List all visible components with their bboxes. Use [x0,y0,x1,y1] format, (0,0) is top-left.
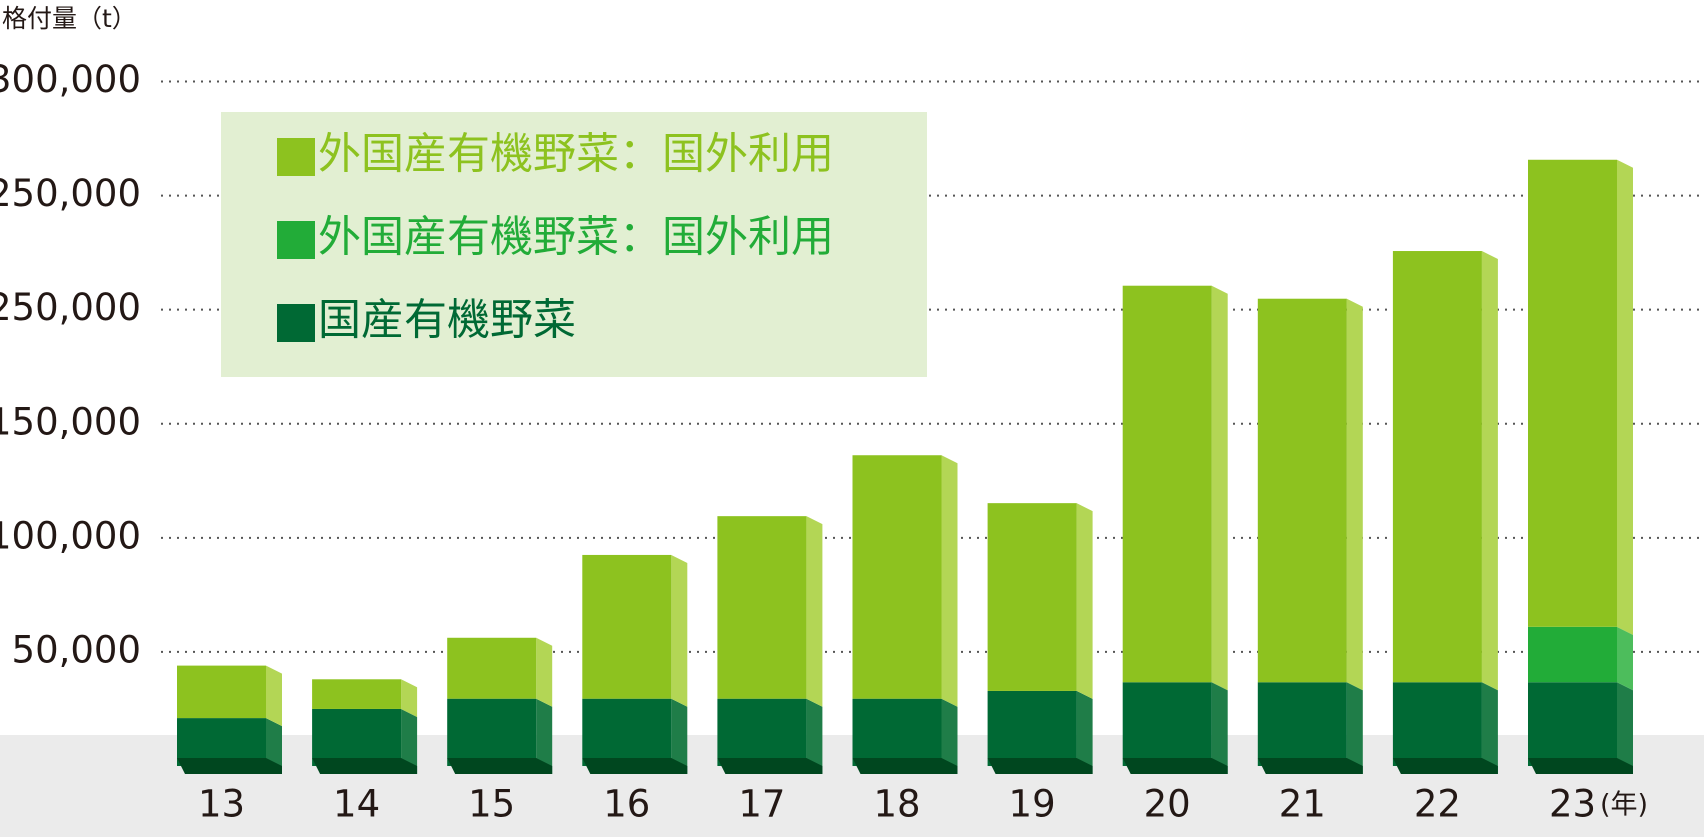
bar-side [1346,298,1363,691]
bar [582,554,672,699]
bar-base [1122,758,1228,774]
legend-box [221,112,927,377]
bar-base [582,758,688,774]
bar-side [1481,682,1498,774]
bar [447,698,537,766]
bar-base [312,758,418,774]
x-tick-label: 20 [1144,783,1191,826]
bar-side [266,665,282,727]
bar [852,455,942,699]
bar-side [1481,251,1498,691]
bar-side [671,698,688,774]
legend-label: 国産有機野菜 [318,296,576,346]
bar-side [1076,690,1093,774]
bar-side [1211,682,1228,774]
bar-base [1528,758,1633,774]
bar-base [852,758,958,774]
legend-label: 外国産有機野菜：国外利用 [318,213,834,263]
x-tick-label: 17 [738,783,785,826]
bar [312,679,402,709]
bar-side [1617,626,1633,691]
y-tick-label: 100,000 [0,514,141,557]
y-tick-label: 50,000 [12,628,141,671]
x-tick-label: 19 [1009,783,1056,826]
bar-side [536,637,553,707]
bar-side [941,698,958,774]
x-tick-label: 16 [603,783,650,826]
bar-side [806,698,823,774]
bar [1257,682,1347,766]
bar [717,698,807,766]
bar [1392,251,1482,683]
x-tick-label: 13 [198,783,245,826]
bar [1528,159,1617,627]
bar-base [717,758,823,774]
bar-side [1346,682,1363,774]
bar-side [671,554,688,707]
bar [312,708,402,766]
bars: 13 14 15 16 17 18 19 20 21 22 23 [177,159,1633,826]
bar-base [447,758,553,774]
bar [987,690,1077,766]
x-tick-label: 14 [333,783,380,826]
bar [852,698,942,766]
bar [1528,626,1617,683]
legend-swatch [277,138,315,176]
bar [1122,285,1212,683]
y-tick-label: 150,000 [0,400,141,443]
bar-side [1617,159,1633,635]
bar-base [177,758,282,774]
x-tick-label: 18 [873,783,920,826]
bar [447,637,537,699]
y-tick-label: 250,000 [0,286,141,329]
bar-side [1211,285,1228,691]
bar-base [987,758,1093,774]
bar [582,698,672,766]
bar-side [401,708,418,774]
y-axis-label: 格付量（t） [2,4,137,33]
bar-side [1617,682,1633,774]
bar-side [806,516,823,707]
x-unit: (年) [1600,790,1648,821]
x-tick-label: 21 [1279,783,1326,826]
x-tick-label: 15 [468,783,515,826]
y-tick-label: 250,000 [0,172,141,215]
bar-side [401,679,418,717]
bar [1257,298,1347,683]
bar [1392,682,1482,766]
bar [717,516,807,699]
bar-base [1392,758,1498,774]
x-tick-label: 23 [1549,783,1596,826]
y-tick-label: 300,000 [0,58,141,101]
bar [1122,682,1212,766]
x-tick-label: 22 [1414,783,1461,826]
legend-swatch [277,304,315,342]
bar-side [536,698,553,774]
bar [1528,682,1617,766]
legend-label: 外国産有機野菜：国外利用 [318,130,834,180]
grid: 50,000 100,000 150,000 250,000 250,000 300,00… [0,58,1704,671]
bar [177,665,266,719]
bar-base [1257,758,1363,774]
bar-side [941,455,958,707]
bar-side [1076,503,1093,699]
legend-swatch [277,221,315,259]
bar [987,503,1077,691]
